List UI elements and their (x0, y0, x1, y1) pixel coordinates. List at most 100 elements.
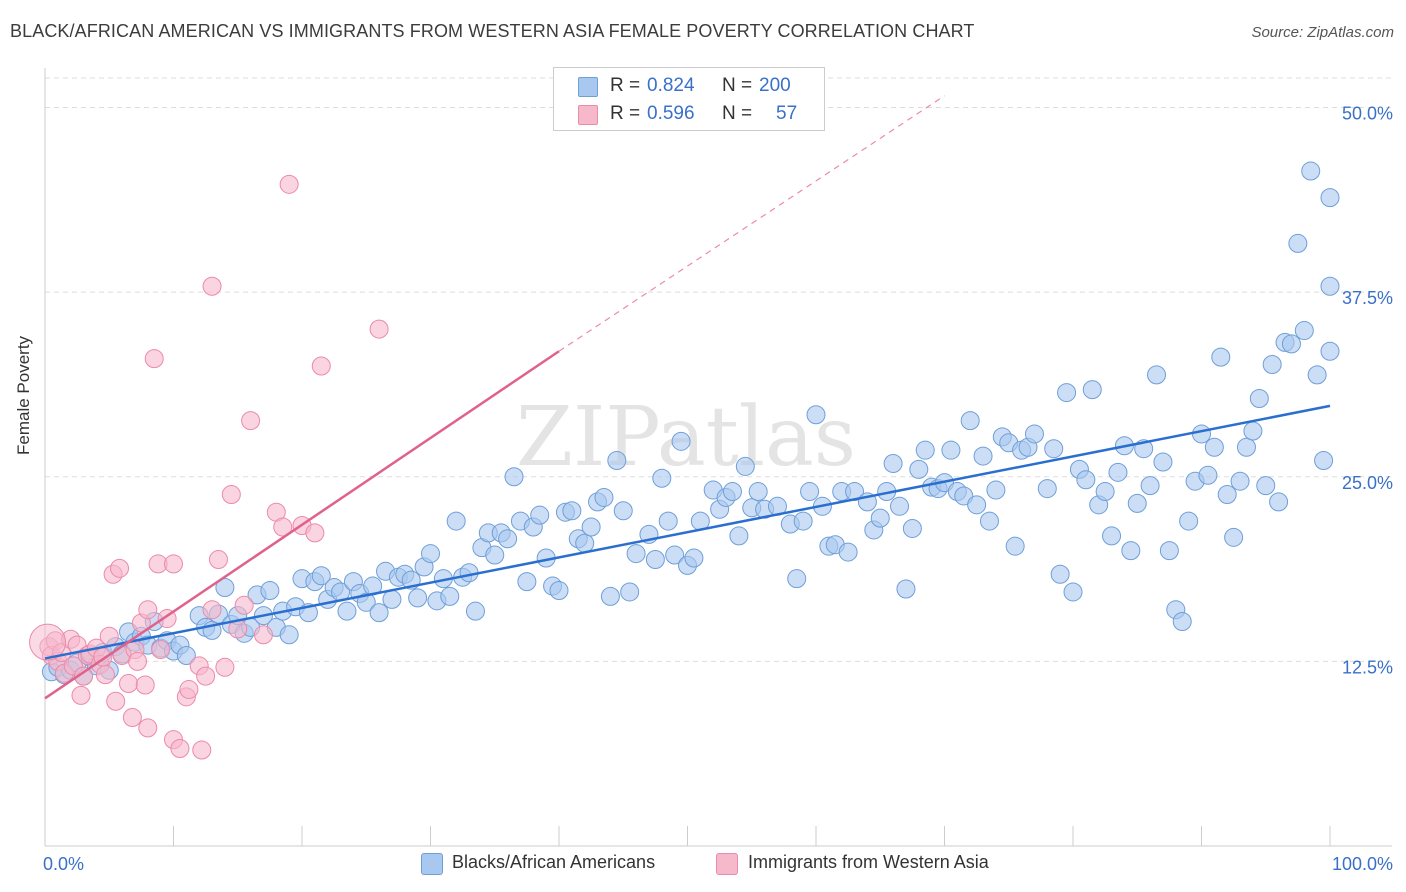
data-point-blacks (1294, 321, 1314, 341)
data-point-blacks (1262, 355, 1282, 375)
data-point-blacks (530, 505, 550, 525)
data-point-blacks (1127, 493, 1147, 513)
data-point-immigrants (234, 595, 254, 615)
legend-label-immigrants: Immigrants from Western Asia (748, 852, 989, 872)
data-point-blacks (1320, 276, 1340, 296)
data-point-blacks (465, 601, 485, 621)
stats-legend: R = 0.824 N = 200 R = 0.596 N = 57 (553, 67, 825, 131)
data-point-immigrants (95, 665, 115, 685)
data-point-immigrants (369, 319, 389, 339)
data-point-blacks (600, 586, 620, 606)
data-point-immigrants (151, 640, 171, 660)
data-point-blacks (902, 518, 922, 538)
data-point-blacks (1192, 424, 1211, 444)
data-point-blacks (562, 501, 582, 521)
trend-line-immigrants-extension (558, 95, 945, 352)
chart-title: BLACK/AFRICAN AMERICAN VS IMMIGRANTS FRO… (10, 21, 975, 41)
data-point-blacks (1153, 452, 1173, 472)
trend-lines (44, 95, 1331, 700)
data-point-blacks (1082, 380, 1102, 400)
r-label: R = (610, 103, 641, 124)
data-point-blacks (620, 582, 640, 602)
data-point-blacks (1224, 527, 1244, 547)
data-point-blacks (581, 517, 601, 537)
data-point-blacks (1121, 541, 1141, 561)
data-point-blacks (356, 592, 376, 612)
data-point-blacks (613, 501, 633, 521)
data-point-blacks (1063, 582, 1083, 602)
data-point-immigrants (192, 740, 212, 760)
data-point-blacks (1288, 233, 1308, 253)
data-point-blacks (671, 431, 691, 451)
y-tick-label: 12.5% (1342, 657, 1393, 677)
data-point-immigrants (170, 739, 190, 759)
data-point-blacks (594, 487, 614, 507)
data-point-blacks (408, 588, 428, 608)
data-point-blacks (369, 603, 389, 623)
data-point-blacks (1147, 365, 1167, 385)
data-point-immigrants (202, 600, 222, 620)
data-point-blacks (498, 529, 518, 549)
data-point-blacks (909, 459, 929, 479)
data-point-immigrants (106, 691, 126, 711)
trend-line-blacks (44, 404, 1331, 660)
data-point-blacks (1140, 476, 1160, 496)
data-point-blacks (1005, 536, 1025, 556)
data-point-blacks (1314, 451, 1334, 471)
data-point-immigrants (144, 349, 164, 369)
legend-swatch-blacks (421, 853, 443, 875)
n-label: N = (722, 103, 753, 124)
data-point-immigrants (273, 517, 293, 537)
data-point-blacks (176, 645, 196, 665)
data-point-blacks (1307, 365, 1327, 385)
data-point-blacks (1076, 470, 1096, 490)
data-point-blacks (806, 405, 826, 425)
data-point-immigrants (305, 523, 325, 543)
data-point-immigrants (135, 675, 155, 695)
series-immigrants-points (29, 174, 389, 760)
data-point-blacks (1095, 482, 1115, 502)
data-point-blacks (1243, 421, 1263, 441)
legend-swatch-immigrants (716, 853, 738, 875)
data-point-immigrants (164, 554, 183, 574)
data-point-blacks (626, 544, 646, 564)
data-point-blacks (960, 411, 980, 431)
tick-labels: 12.5% 25.0% 37.5% 50.0% 0.0% 100.0% (43, 104, 1393, 874)
data-point-blacks (1320, 341, 1340, 361)
data-point-immigrants (99, 626, 119, 646)
data-point-blacks (440, 586, 460, 606)
data-point-blacks (722, 482, 742, 502)
data-point-blacks (1256, 476, 1276, 496)
source-credit: Source: ZipAtlas.com (1251, 24, 1394, 41)
data-point-blacks (279, 625, 299, 645)
x-tick-label: 0.0% (43, 854, 84, 874)
data-point-blacks (1301, 161, 1321, 181)
data-point-immigrants (179, 679, 199, 699)
data-point-blacks (979, 511, 999, 531)
trend-line-immigrants (44, 350, 560, 700)
data-point-blacks (1159, 541, 1179, 561)
data-point-blacks (260, 580, 280, 600)
data-point-blacks (1050, 564, 1070, 584)
y-axis-label: Female Poverty (14, 335, 33, 455)
data-point-blacks (973, 446, 993, 466)
data-point-blacks (684, 548, 704, 568)
y-tick-label: 25.0% (1342, 473, 1393, 493)
data-point-immigrants (279, 174, 299, 194)
data-point-blacks (1249, 388, 1269, 408)
data-point-immigrants (110, 558, 130, 578)
data-point-blacks (215, 578, 235, 598)
data-point-blacks (1057, 383, 1077, 403)
data-point-blacks (658, 511, 678, 531)
data-point-blacks (941, 440, 961, 460)
data-point-blacks (1217, 484, 1237, 504)
n-value-immigrants: 57 (776, 103, 798, 124)
data-point-blacks (1269, 492, 1289, 512)
data-point-blacks (793, 511, 813, 531)
data-point-blacks (504, 467, 524, 487)
data-point-blacks (1037, 479, 1057, 499)
data-point-blacks (382, 589, 402, 609)
data-point-immigrants (74, 666, 94, 686)
data-point-blacks (1236, 437, 1256, 457)
data-point-blacks (967, 495, 987, 515)
